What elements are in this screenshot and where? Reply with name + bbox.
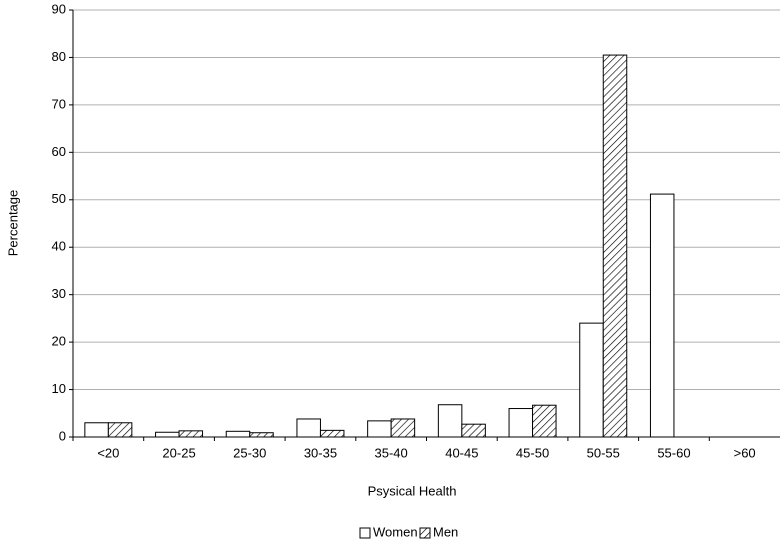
bar — [508, 408, 534, 438]
x-tick-label: >60 — [734, 445, 756, 460]
bar — [602, 54, 628, 438]
bar — [107, 422, 133, 438]
y-tick-label: 60 — [52, 144, 66, 159]
bar — [178, 430, 204, 438]
bar — [579, 322, 604, 438]
bar — [461, 423, 486, 438]
x-tick-label: 40-45 — [445, 445, 478, 460]
x-tick-label: <20 — [97, 445, 119, 460]
bar — [437, 404, 463, 438]
y-tick-label: 10 — [52, 381, 66, 396]
legend-label: Men — [433, 524, 458, 539]
legend-label: Women — [373, 524, 418, 539]
bar — [225, 430, 251, 438]
y-tick-label: 30 — [52, 286, 66, 301]
bar — [155, 431, 180, 438]
x-tick-label: 50-55 — [587, 445, 620, 460]
y-tick-label: 70 — [52, 96, 66, 111]
bar — [390, 418, 416, 438]
y-tick-label: 80 — [52, 49, 66, 64]
x-tick-label: 30-35 — [304, 445, 337, 460]
bar — [367, 420, 392, 438]
legend-swatch — [359, 527, 371, 539]
bar — [319, 429, 345, 438]
bar — [532, 404, 557, 438]
legend-swatch — [419, 527, 431, 539]
bar — [296, 418, 321, 438]
bar — [84, 422, 109, 438]
x-tick-label: 20-25 — [162, 445, 195, 460]
x-tick-label: 25-30 — [233, 445, 266, 460]
y-tick-label: 90 — [52, 1, 66, 16]
x-axis-title: Psysical Health — [368, 483, 457, 498]
y-tick-label: 20 — [52, 334, 66, 349]
x-tick-label: 55-60 — [657, 445, 690, 460]
y-tick-label: 0 — [59, 428, 66, 443]
x-tick-label: 35-40 — [375, 445, 408, 460]
bar — [649, 193, 675, 438]
y-tick-label: 50 — [52, 191, 66, 206]
y-tick-label: 40 — [52, 239, 66, 254]
bar — [249, 432, 274, 438]
x-tick-label: 45-50 — [516, 445, 549, 460]
y-axis-title: Percentage — [5, 190, 20, 257]
